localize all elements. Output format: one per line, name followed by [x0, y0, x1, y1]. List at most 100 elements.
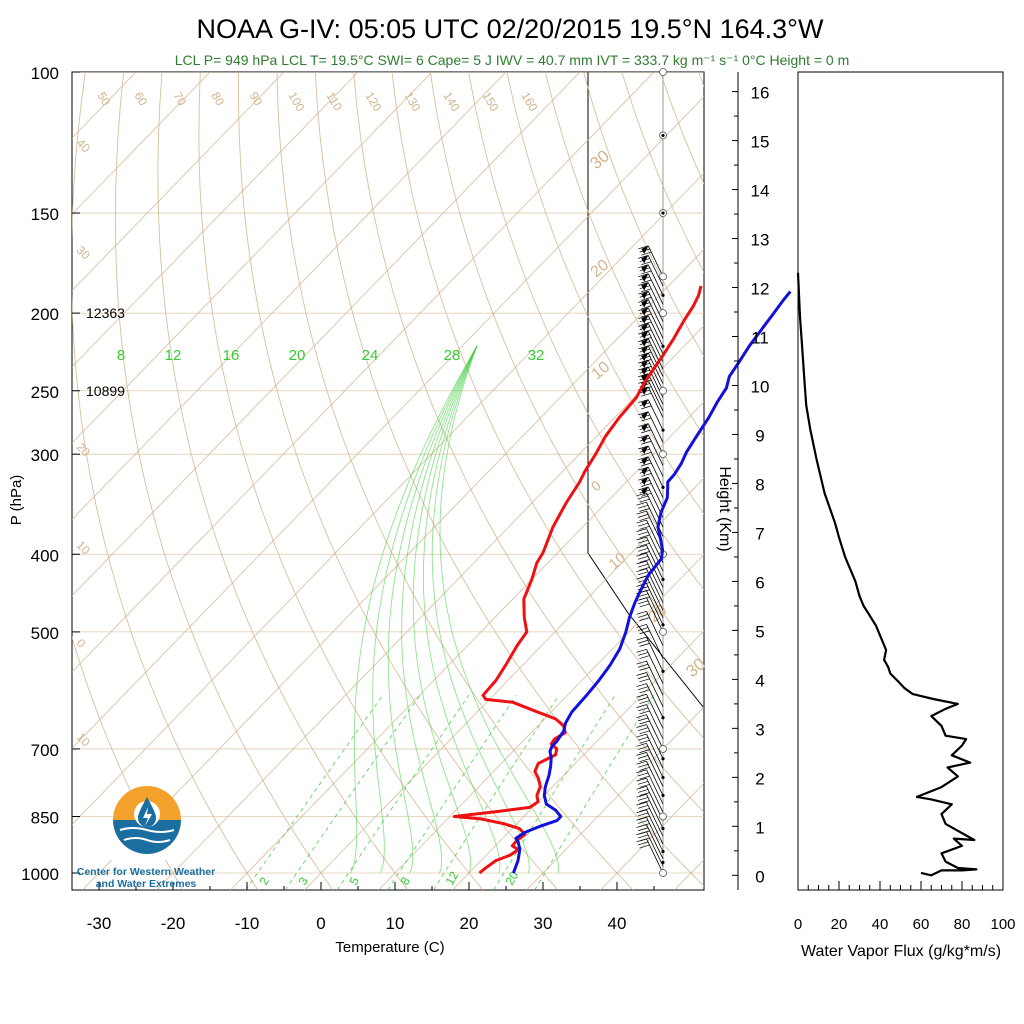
wind-barb-feather [639, 534, 650, 539]
wind-barb-feather [636, 544, 647, 549]
pressure-tick-label: 850 [31, 808, 59, 827]
wind-barb-feather [636, 785, 647, 790]
wind-level-dot [661, 485, 665, 489]
temperature-line [452, 285, 703, 875]
flux-tick-label: 80 [954, 916, 971, 933]
wind-barb-feather [639, 808, 650, 812]
wind-barb-feather [638, 373, 649, 378]
wind-barb-feather [636, 610, 647, 615]
wind-barb-feather [636, 752, 647, 756]
dry-adiabat-line [238, 72, 559, 890]
dry-adiabat-line [723, 35, 1024, 906]
wind-barb-feather [636, 760, 647, 765]
height-tick-label: 4 [755, 671, 764, 690]
wind-barb-shaft [646, 624, 664, 659]
mixing-ratio-label: 20 [502, 869, 521, 888]
wind-barb-feather [639, 844, 650, 849]
adiabat-label: 130 [401, 90, 423, 115]
wind-barbs [636, 68, 667, 877]
wind-calm-circle [659, 68, 667, 76]
wind-barb-pennant [641, 360, 649, 369]
wind-barb-shaft [646, 672, 664, 707]
wind-barb-shaft [646, 597, 664, 633]
mixing-ratio-line [534, 695, 654, 890]
flux-tick-label: 20 [831, 916, 848, 933]
wind-barb-feather [638, 323, 649, 327]
pressure-tick-label: 250 [31, 383, 59, 402]
moist-adiabat-line [412, 346, 478, 874]
height-tick-label: 7 [755, 524, 764, 543]
background-line-set [72, 35, 1024, 906]
moist-adiabat-label: 16 [223, 347, 240, 364]
dry-adiabat-line [391, 72, 704, 740]
wind-barb-feather [639, 551, 650, 555]
isotherm-label: 0 [74, 636, 89, 651]
wind-barb-feather [636, 528, 647, 532]
wind-barb-feather [639, 508, 650, 512]
moist-adiabat-label: 28 [444, 347, 461, 364]
wind-barb-feather [636, 624, 647, 628]
wind-calm-circle [659, 627, 667, 636]
wind-barb-shaft [646, 519, 664, 555]
wind-barb-shaft [647, 477, 664, 508]
wind-barb-feather [636, 568, 647, 572]
wind-barb-feather [637, 772, 649, 777]
height-tick-label: 9 [755, 426, 764, 445]
wind-barb-shaft [646, 743, 664, 778]
isotherm-line [72, 72, 211, 215]
adiabat-label: 160 [518, 90, 540, 115]
wind-barb-pennant [641, 323, 649, 332]
wind-barb-pennant [641, 423, 649, 432]
wind-barb-feather [639, 784, 650, 788]
wind-barb-feather [636, 501, 647, 506]
dry-adiabat-line [72, 72, 259, 890]
wind-barb-pennant [641, 353, 649, 362]
wind-barb-feather [637, 736, 649, 741]
wind-barb-shaft [646, 636, 664, 672]
wind-barb-shaft [647, 386, 664, 418]
wind-barb-feather [636, 769, 647, 774]
wind-barb-feather [641, 329, 652, 334]
wind-barb-feather [638, 352, 649, 357]
wind-barb-feather [639, 293, 650, 298]
wind-barb-feather [636, 824, 647, 828]
wind-barb-feather [639, 700, 650, 704]
wind-barb-feather [637, 614, 649, 618]
isotherm-line [81, 248, 704, 890]
wind-barb-pennant [641, 456, 649, 465]
wind-level-dot [661, 775, 665, 780]
wind-barb-shaft [646, 769, 664, 805]
wind-barb-feather [636, 733, 647, 738]
dry-adiabat-line [72, 635, 184, 890]
dry-adiabat-line [314, 72, 704, 887]
wind-barb-feather [638, 264, 649, 268]
moist-adiabat-line [401, 346, 478, 874]
pressure-tick-label: 500 [31, 624, 59, 643]
isotherm-line [377, 553, 704, 890]
dry-adiabat-line [429, 72, 704, 666]
wind-barb-feather [636, 801, 647, 806]
height-tick-label: 12 [751, 280, 770, 299]
isotherm-label-right: 30 [682, 654, 709, 681]
wind-barb-feather [637, 514, 649, 518]
wind-barb-pennant [641, 282, 649, 291]
wind-barb-shaft [646, 545, 664, 580]
height-tick-label: 8 [755, 475, 764, 494]
moist-adiabat-label: 12 [165, 347, 182, 364]
skewt-series [452, 285, 792, 875]
wind-barb-feather [639, 643, 650, 647]
wind-barb-feather [638, 434, 649, 439]
wind-barb-feather [641, 313, 652, 318]
wind-barb-feather [638, 466, 649, 471]
moist-adiabat-label: 32 [528, 347, 545, 364]
wind-barb-feather [637, 797, 649, 801]
dry-adiabat-line [276, 72, 634, 890]
wind-barb-feather [638, 255, 649, 259]
wind-barb-shaft [646, 724, 664, 759]
wind-barb-feather [637, 522, 649, 527]
wind-barb-feather [638, 290, 649, 295]
dry-adiabat-line [698, 72, 704, 88]
cw3e-logo [110, 786, 184, 860]
wind-barb-feather [637, 727, 649, 731]
wind-barb-shaft [646, 733, 664, 769]
